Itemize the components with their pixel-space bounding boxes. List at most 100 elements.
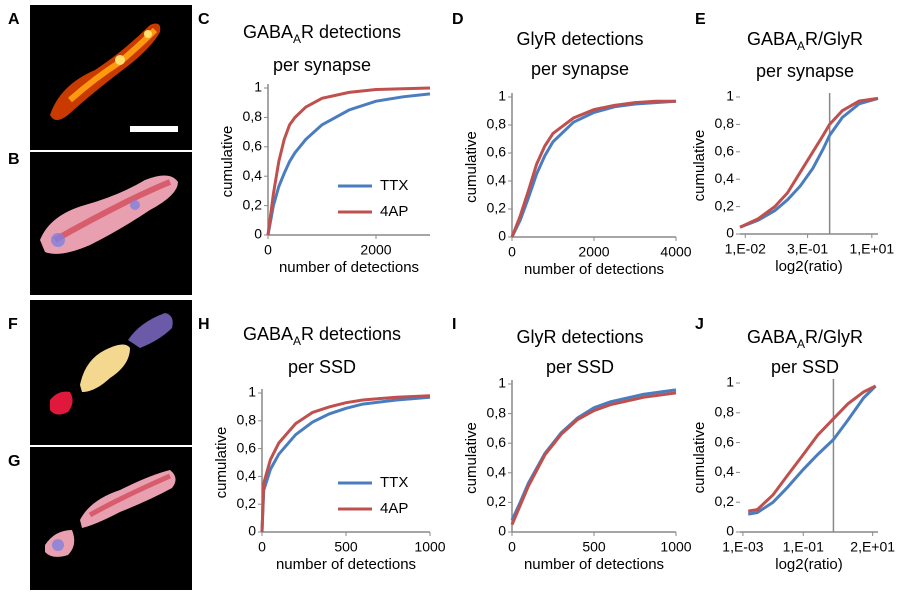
chart-title: GABAAR detections bbox=[243, 324, 401, 348]
y-tick-label: 1 bbox=[726, 374, 734, 390]
x-tick-label: 500 bbox=[582, 539, 606, 555]
x-tick-label: 4000 bbox=[660, 244, 691, 260]
series-line bbox=[739, 96, 879, 229]
y-axis-label: cumulative bbox=[213, 427, 230, 499]
chart-title: per synapse bbox=[531, 59, 629, 79]
ssd-cluster bbox=[50, 391, 73, 415]
chart-title: GABAAR detections bbox=[243, 22, 401, 46]
y-tick-label: 0,6 bbox=[487, 144, 507, 160]
y-axis-label: cumulative bbox=[219, 126, 236, 198]
y-tick-label: 0 bbox=[498, 228, 506, 244]
series-line bbox=[266, 86, 431, 236]
synapse-map-detail bbox=[51, 233, 65, 247]
chart-title: per SSD bbox=[771, 357, 839, 377]
title-segment: R/GlyR bbox=[805, 29, 863, 49]
image-g bbox=[30, 447, 192, 590]
image-background bbox=[30, 447, 192, 590]
x-tick-label: 1,E-02 bbox=[725, 241, 766, 257]
x-tick-label: 0 bbox=[508, 539, 516, 555]
x-tick-label: 1,E-03 bbox=[722, 539, 763, 555]
y-tick-label: 0 bbox=[248, 523, 256, 539]
ssd-cluster bbox=[80, 344, 130, 392]
y-tick-label: 0,2 bbox=[243, 196, 263, 212]
y-tick-label: 0,8 bbox=[237, 412, 257, 428]
y-tick-label: 0,8 bbox=[487, 116, 507, 132]
series-line bbox=[747, 384, 877, 516]
x-axis-label: number of detections bbox=[276, 556, 416, 573]
x-axis-label: log2(ratio) bbox=[775, 258, 843, 275]
series-line bbox=[260, 394, 431, 533]
series-line bbox=[260, 395, 431, 533]
series-line bbox=[510, 99, 676, 238]
x-tick-label: 2,E+01 bbox=[850, 539, 895, 555]
image-b bbox=[30, 152, 192, 295]
x-tick-label: 3,E-01 bbox=[787, 241, 828, 257]
title-segment: A bbox=[797, 39, 805, 53]
panel-letter: H bbox=[198, 316, 210, 333]
series-line bbox=[747, 384, 877, 513]
y-tick-label: 0,2 bbox=[487, 200, 507, 216]
x-tick-label: 2000 bbox=[360, 242, 391, 258]
x-tick-label: 500 bbox=[334, 539, 358, 555]
y-tick-label: 0,6 bbox=[243, 138, 263, 154]
title-segment: A bbox=[797, 337, 805, 351]
chart-title: GABAAR/GlyR bbox=[747, 29, 863, 53]
x-axis-label: number of detections bbox=[279, 259, 419, 276]
panel-letter: C bbox=[198, 11, 210, 28]
title-segment: GABA bbox=[243, 22, 293, 42]
chart-title: per synapse bbox=[756, 61, 854, 81]
y-tick-label: 0,8 bbox=[715, 115, 735, 131]
y-tick-label: 0,6 bbox=[715, 433, 735, 449]
y-tick-label: 0,6 bbox=[487, 434, 507, 450]
x-tick-label: 1,E+01 bbox=[849, 241, 894, 257]
y-tick-label: 0,8 bbox=[715, 404, 735, 420]
x-tick-label: 1,E-01 bbox=[783, 539, 824, 555]
title-segment: GABA bbox=[747, 327, 797, 347]
x-tick-label: 0 bbox=[258, 539, 266, 555]
series-line bbox=[510, 391, 677, 526]
y-tick-label: 0,4 bbox=[243, 167, 263, 183]
y-tick-label: 0,6 bbox=[237, 439, 257, 455]
image-a bbox=[30, 5, 192, 150]
title-segment: R/GlyR bbox=[805, 327, 863, 347]
x-tick-label: 1000 bbox=[414, 539, 445, 555]
y-axis-label: cumulative bbox=[691, 130, 708, 202]
title-segment: GlyR detections bbox=[516, 327, 643, 347]
legend-label: TTX bbox=[380, 474, 408, 491]
x-tick-label: 2000 bbox=[578, 244, 609, 260]
panel-letter: B bbox=[8, 151, 20, 168]
title-segment: A bbox=[293, 334, 301, 348]
y-tick-label: 1 bbox=[498, 88, 506, 104]
y-tick-label: 0,2 bbox=[487, 493, 507, 509]
y-tick-label: 1 bbox=[726, 88, 734, 104]
y-tick-label: 0,4 bbox=[487, 464, 507, 480]
y-tick-label: 1 bbox=[254, 79, 262, 95]
chart-title: GlyR detections bbox=[516, 29, 643, 49]
series-line bbox=[739, 96, 879, 229]
chart-title: GlyR detections bbox=[516, 327, 643, 347]
y-tick-label: 0,2 bbox=[237, 495, 257, 511]
hotspot bbox=[144, 30, 152, 38]
x-tick-label: 1000 bbox=[660, 539, 691, 555]
synapse-map-detail bbox=[130, 200, 140, 210]
chart-title: per SSD bbox=[546, 357, 614, 377]
x-tick-label: 0 bbox=[508, 244, 516, 260]
series-line bbox=[266, 92, 431, 236]
title-segment: per synapse bbox=[531, 59, 629, 79]
x-axis-label: number of detections bbox=[524, 556, 664, 573]
x-axis-label: log2(ratio) bbox=[775, 556, 843, 573]
panel-letter: I bbox=[452, 316, 456, 333]
title-segment: per SSD bbox=[288, 357, 356, 377]
panel-letter: J bbox=[695, 316, 704, 333]
scale-bar bbox=[130, 126, 178, 132]
legend-label: 4AP bbox=[380, 203, 408, 220]
chart-title: per SSD bbox=[288, 357, 356, 377]
y-axis-label: cumulative bbox=[691, 422, 708, 494]
y-tick-label: 0,4 bbox=[715, 170, 735, 186]
y-axis-label: cumulative bbox=[463, 422, 480, 494]
y-tick-label: 0,2 bbox=[715, 197, 735, 213]
y-tick-label: 0,2 bbox=[715, 493, 735, 509]
title-segment: GlyR detections bbox=[516, 29, 643, 49]
title-segment: per SSD bbox=[546, 357, 614, 377]
title-segment: GABA bbox=[243, 324, 293, 344]
